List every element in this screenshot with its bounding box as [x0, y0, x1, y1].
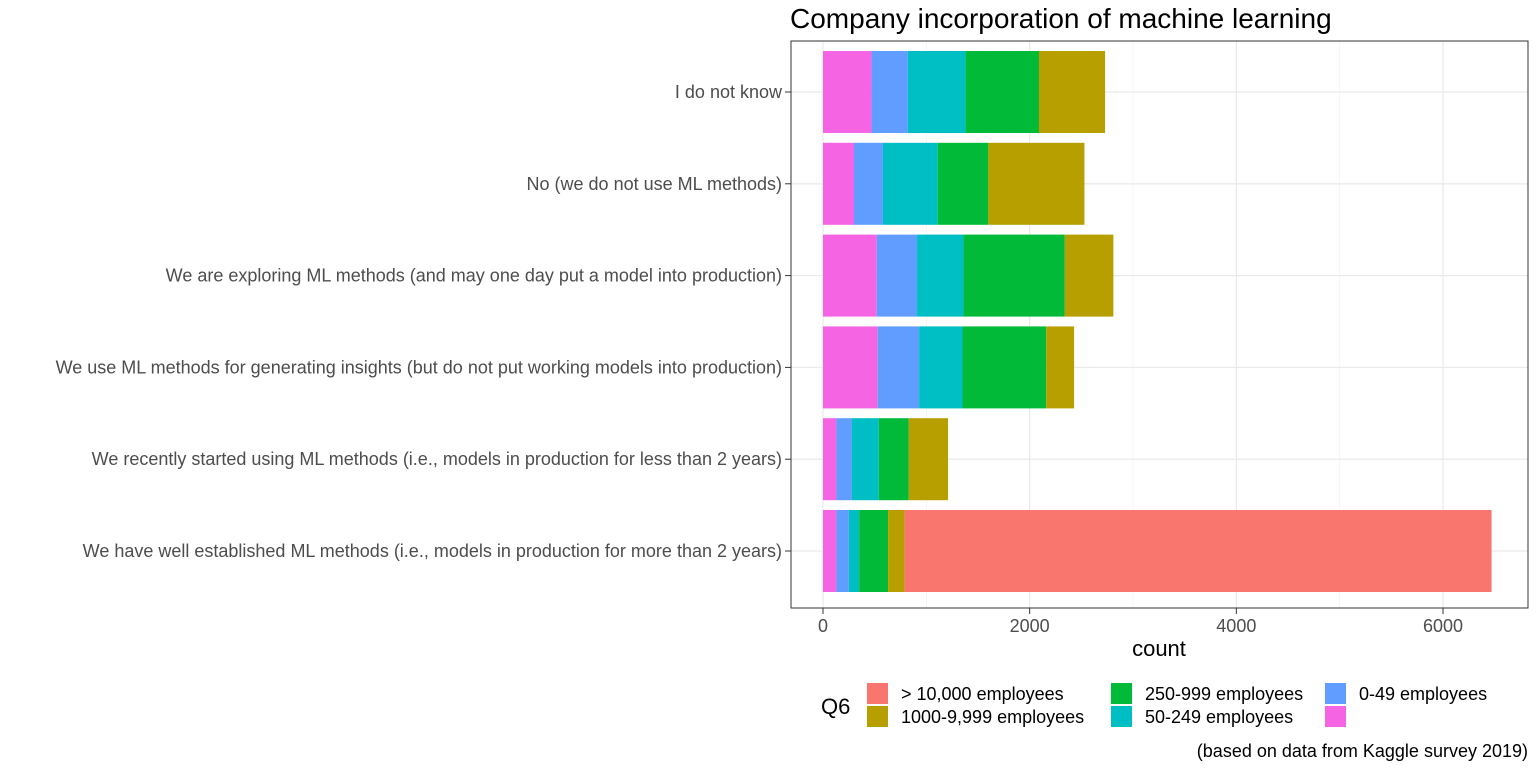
legend-key [1111, 706, 1132, 727]
bar-segment-5-2 [848, 510, 860, 592]
bar-segment-1-2 [882, 142, 938, 225]
bar-segment-3-4 [1046, 326, 1075, 409]
panel-border [790, 40, 1529, 609]
x-tick-label: 0 [818, 616, 828, 636]
legend-label: 50-249 employees [1145, 707, 1293, 727]
legend-title: Q6 [821, 694, 850, 719]
category-label: We have well established ML methods (i.e… [83, 541, 782, 561]
legend: Q6 > 10,000 employees 1000-9,999 employee… [821, 683, 1487, 727]
bar-segment-2-3 [963, 234, 1065, 317]
bar-segment-0-4 [1038, 51, 1106, 133]
legend-key [867, 706, 888, 727]
bar-segment-1-0 [823, 142, 854, 225]
bar-segment-5-4 [888, 510, 905, 592]
legend-key [1325, 683, 1346, 704]
bar-segment-3-2 [919, 326, 963, 409]
legend-key [867, 683, 888, 704]
bar-segment-2-0 [823, 234, 877, 317]
bar-segment-2-1 [876, 234, 918, 317]
legend-label: 1000-9,999 employees [901, 707, 1084, 727]
bars [823, 51, 1492, 592]
bar-segment-1-3 [937, 142, 989, 225]
category-label: We use ML methods for generating insight… [56, 357, 782, 377]
legend-label: 250-999 employees [1145, 684, 1303, 704]
bar-segment-4-4 [908, 418, 949, 501]
bar-segment-2-2 [917, 234, 964, 317]
chart-title: Company incorporation of machine learnin… [790, 3, 1332, 34]
bar-segment-3-0 [823, 326, 878, 409]
bar-segment-0-3 [965, 51, 1039, 133]
category-label: We recently started using ML methods (i.… [92, 449, 782, 469]
category-label: No (we do not use ML methods) [527, 174, 782, 194]
category-label: We are exploring ML methods (and may one… [166, 266, 782, 286]
bar-segment-3-3 [962, 326, 1047, 409]
caption: (based on data from Kaggle survey 2019) [1197, 741, 1528, 761]
bar-segment-2-4 [1064, 234, 1114, 317]
bar-segment-1-1 [854, 142, 883, 225]
bar-segment-5-1 [836, 510, 849, 592]
bar-segment-1-4 [988, 142, 1085, 225]
legend-key [1325, 706, 1346, 727]
x-axis: 0 2000 4000 6000 [818, 608, 1463, 636]
bar-segment-4-2 [851, 418, 879, 501]
bar-segment-0-2 [907, 51, 966, 133]
legend-key [1111, 683, 1132, 704]
bar-segment-4-3 [878, 418, 909, 501]
bar-segment-0-1 [871, 51, 908, 133]
bar-segment-0-0 [823, 51, 872, 133]
category-axis: I do not know No (we do not use ML method… [56, 82, 791, 561]
x-tick-label: 2000 [1010, 616, 1050, 636]
x-tick-label: 6000 [1423, 616, 1463, 636]
category-label: I do not know [675, 82, 783, 102]
bar-segment-5-3 [859, 510, 889, 592]
x-tick-label: 4000 [1216, 616, 1256, 636]
bar-segment-4-1 [836, 418, 852, 501]
bar-segment-5-5 [904, 510, 1492, 592]
legend-label: 0-49 employees [1359, 684, 1487, 704]
bar-segment-3-1 [877, 326, 920, 409]
bar-segment-4-0 [823, 418, 837, 501]
x-axis-title: count [1132, 636, 1186, 661]
bar-segment-5-0 [823, 510, 837, 592]
legend-label: > 10,000 employees [901, 684, 1064, 704]
